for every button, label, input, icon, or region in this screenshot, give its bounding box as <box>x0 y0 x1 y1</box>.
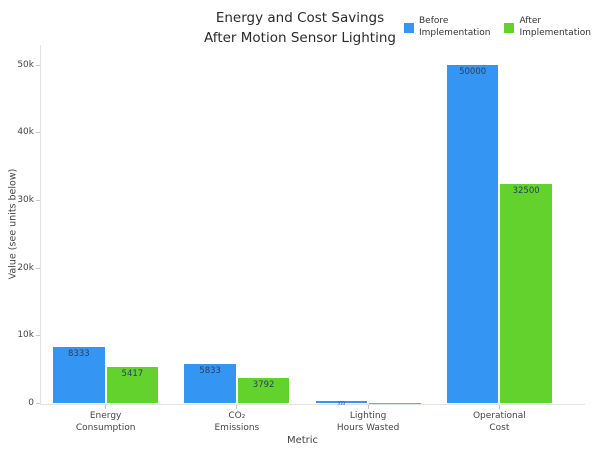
y-tick <box>36 132 40 134</box>
x-tick <box>105 404 107 409</box>
chart-title: Energy and Cost Savings After Motion Sen… <box>110 9 490 48</box>
x-tick <box>367 404 369 409</box>
legend-swatch-after-icon <box>504 23 515 33</box>
x-tick-label-line: CO₂ <box>228 410 246 421</box>
legend-swatch-before-icon <box>404 23 414 33</box>
legend-label-after-line2: Implementation <box>519 27 591 38</box>
bar-after-implementation-lighting-hours-wasted[interactable] <box>369 402 421 404</box>
bar-after-implementation-operational-cost[interactable] <box>500 183 552 404</box>
bar-before-implementation-co-emissions[interactable] <box>184 364 236 404</box>
legend-item-after[interactable]: After Implementation <box>504 16 591 39</box>
x-tick <box>498 404 500 409</box>
legend-label-after-line1: After <box>519 16 542 26</box>
x-tick-label-co-emissions: CO₂ Emissions <box>172 410 302 434</box>
y-tick <box>36 200 40 202</box>
legend-label-before: Before Implementation <box>419 16 490 39</box>
legend: Before Implementation After Implementati… <box>404 16 591 39</box>
x-tick-label-energy-consumption: Energy Consumption <box>41 410 171 434</box>
x-axis-line <box>40 403 585 405</box>
y-tick-label: 10k <box>17 330 34 341</box>
bar-after-implementation-energy-consumption[interactable] <box>106 366 159 404</box>
y-tick <box>36 403 40 404</box>
x-tick-label-line: Consumption <box>75 422 136 433</box>
y-tick <box>36 64 40 66</box>
bar-before-implementation-lighting-hours-wasted[interactable] <box>315 401 368 404</box>
y-tick-label: 20k <box>17 262 34 273</box>
x-tick <box>236 404 238 409</box>
x-tick-label-lighting-hours-wasted: Lighting Hours Wasted <box>303 410 433 434</box>
legend-item-before[interactable]: Before Implementation <box>404 16 490 39</box>
x-tick-label-line: Lighting <box>349 410 387 421</box>
y-tick-label: 50k <box>17 59 34 70</box>
chart-title-line1: Energy and Cost Savings <box>215 10 385 26</box>
y-axis-line <box>40 45 41 404</box>
x-tick-label-line: Cost <box>489 422 510 433</box>
x-axis-title: Metric <box>286 435 319 446</box>
x-tick-label-line: Operational <box>472 410 526 421</box>
x-tick-label-operational-cost: Operational Cost <box>434 410 564 434</box>
bar-after-implementation-co-emissions[interactable] <box>237 377 290 404</box>
y-tick <box>36 335 40 337</box>
bar-before-implementation-operational-cost[interactable] <box>446 65 499 404</box>
y-tick-label: 30k <box>17 195 34 206</box>
y-tick-label: 0 <box>28 398 34 408</box>
legend-label-after: After Implementation <box>519 16 590 39</box>
x-tick-label-line: Hours Wasted <box>336 422 400 433</box>
y-tick <box>36 267 40 269</box>
legend-label-before-line2: Implementation <box>419 27 491 38</box>
x-tick-label-line: Emissions <box>214 422 260 433</box>
bar-before-implementation-energy-consumption[interactable] <box>53 347 105 404</box>
chart-title-line2: After Motion Sensor Lighting <box>204 29 396 46</box>
y-tick-label: 40k <box>17 127 34 138</box>
x-tick-label-line: Energy <box>89 410 122 421</box>
legend-label-before-line1: Before <box>419 16 449 26</box>
